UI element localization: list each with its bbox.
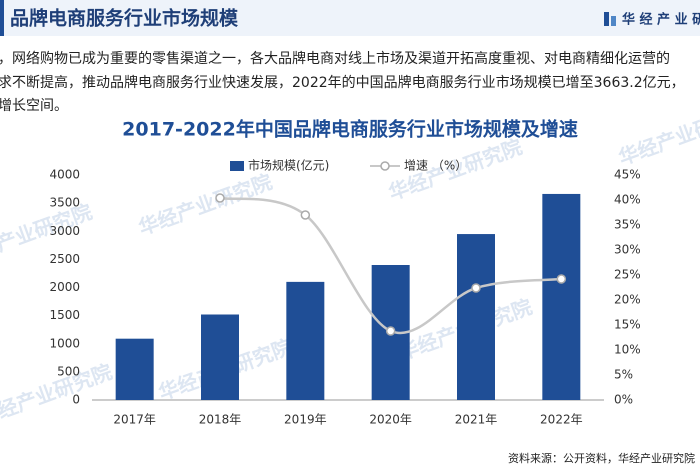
line-marker — [471, 283, 481, 293]
y2-tick-label: 0% — [614, 393, 633, 407]
logo-text: 华 经 产 业 研 — [622, 12, 700, 28]
header-title: 品牌电商服务行业市场规模 — [10, 7, 239, 30]
line-marker — [385, 326, 396, 336]
x-tick-label: 2021年 — [455, 413, 498, 427]
logo-icon — [604, 12, 609, 26]
watermark: 华经产业研究院 — [135, 169, 275, 239]
y2-tick-label: 5% — [614, 368, 633, 382]
y-tick-label: 1500 — [49, 308, 80, 322]
watermarks: 华经产业研究院 华经产业研究院 华经产业研究院 华经产业研究院 华经产业研究院 … — [0, 99, 700, 429]
header-accent — [0, 0, 4, 36]
bar — [115, 338, 154, 400]
y2-tick-label: 35% — [614, 218, 641, 232]
legend-label: 市场规模(亿元) — [248, 158, 329, 173]
chart-title: 2017-2022年中国品牌电商服务行业市场规模及增速 — [122, 118, 578, 141]
watermark: 华经产业研究院 — [615, 99, 700, 169]
source: 资料来源：公开资料，华经产业研究院 — [508, 451, 695, 465]
y2-tick-label: 10% — [614, 343, 641, 357]
legend-swatch — [380, 161, 390, 171]
y2-tick-label: 40% — [614, 193, 641, 207]
x-tick-label: 2022年 — [540, 413, 583, 427]
bar — [457, 234, 495, 400]
y-tick-label: 1000 — [49, 336, 80, 350]
x-tick-label: 2017年 — [113, 413, 156, 427]
y-tick-label: 3000 — [49, 224, 80, 238]
line-marker — [300, 210, 311, 220]
bar — [286, 281, 325, 400]
y-tick-label: 2000 — [49, 280, 80, 294]
logo-icon — [611, 16, 616, 26]
y-tick-label: 4000 — [49, 168, 80, 182]
paragraph-line: 求不断提高，推动品牌电商服务行业快速发展，2022年的中国品牌电商服务行业市场规… — [0, 74, 685, 91]
bar — [201, 314, 239, 400]
y-tick-label: 0 — [72, 393, 80, 407]
x-tick-label: 2020年 — [369, 413, 412, 427]
y-tick-label: 2500 — [49, 252, 80, 266]
line-marker — [556, 274, 567, 284]
header-band — [0, 0, 700, 36]
legend-label: 增速 （%） — [404, 159, 467, 173]
watermark: 华经产业研究院 — [0, 199, 95, 269]
bar — [542, 193, 581, 400]
y2-tick-label: 25% — [614, 268, 641, 282]
x-tick-label: 2018年 — [199, 413, 242, 427]
y-tick-label: 3500 — [49, 196, 80, 210]
paragraph-line: ，网络购物已成为重要的零售渠道之一，各大品牌电商对线上市场及渠道开拓高度重视、对… — [0, 50, 670, 67]
y2-tick-label: 45% — [614, 168, 641, 182]
y2-tick-label: 15% — [614, 318, 641, 332]
y2-tick-label: 20% — [614, 293, 641, 307]
paragraph-line: 增长空间。 — [0, 98, 68, 114]
y-tick-label: 500 — [57, 364, 80, 378]
y2-tick-label: 30% — [614, 243, 641, 257]
x-tick-label: 2019年 — [284, 413, 327, 427]
line-marker — [215, 193, 225, 203]
legend-swatch — [230, 161, 244, 171]
